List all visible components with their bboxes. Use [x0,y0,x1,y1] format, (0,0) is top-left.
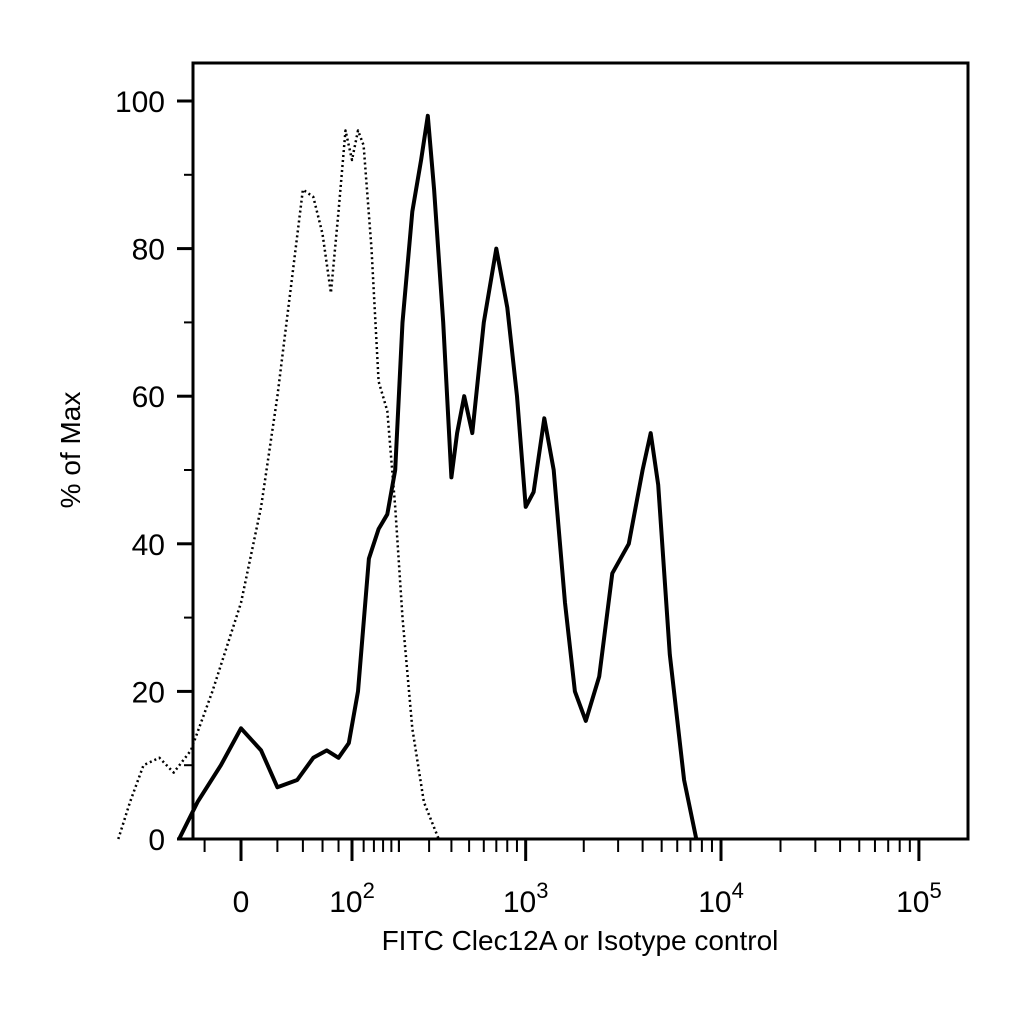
x-tick-base: 10 [896,886,929,919]
x-tick-base: 0 [233,886,250,919]
x-tick-exponent: 5 [929,878,941,903]
x-tick-base: 10 [329,886,362,919]
y-tick-label: 40 [132,529,165,562]
y-tick-label: 100 [115,86,165,119]
x-tick-label: 105 [896,878,942,919]
x-axis: 0 102 103 104 105 [203,839,942,919]
x-tick-label: 104 [698,878,744,919]
x-tick-exponent: 4 [732,878,744,903]
y-tick-label: 0 [148,824,165,857]
x-tick-base: 10 [698,886,731,919]
y-tick-label: 60 [132,381,165,414]
y-axis: 0 20 40 60 80 100 [115,86,193,857]
x-tick-label: 0 [233,886,250,919]
clec12a-line [177,113,699,840]
y-axis-title: % of Max [55,392,86,509]
y-tick-label: 80 [132,234,165,267]
y-tick-label: 20 [132,676,165,709]
x-tick-label: 103 [503,878,549,919]
x-axis-title: FITC Clec12A or Isotype control [382,925,779,956]
x-tick-exponent: 3 [536,878,548,903]
x-tick-label: 102 [329,878,375,919]
plot-frame [191,61,970,841]
x-tick-base: 10 [503,886,536,919]
series-layer [117,113,699,840]
x-tick-exponent: 2 [363,878,375,903]
isotype-control-line [117,129,440,840]
